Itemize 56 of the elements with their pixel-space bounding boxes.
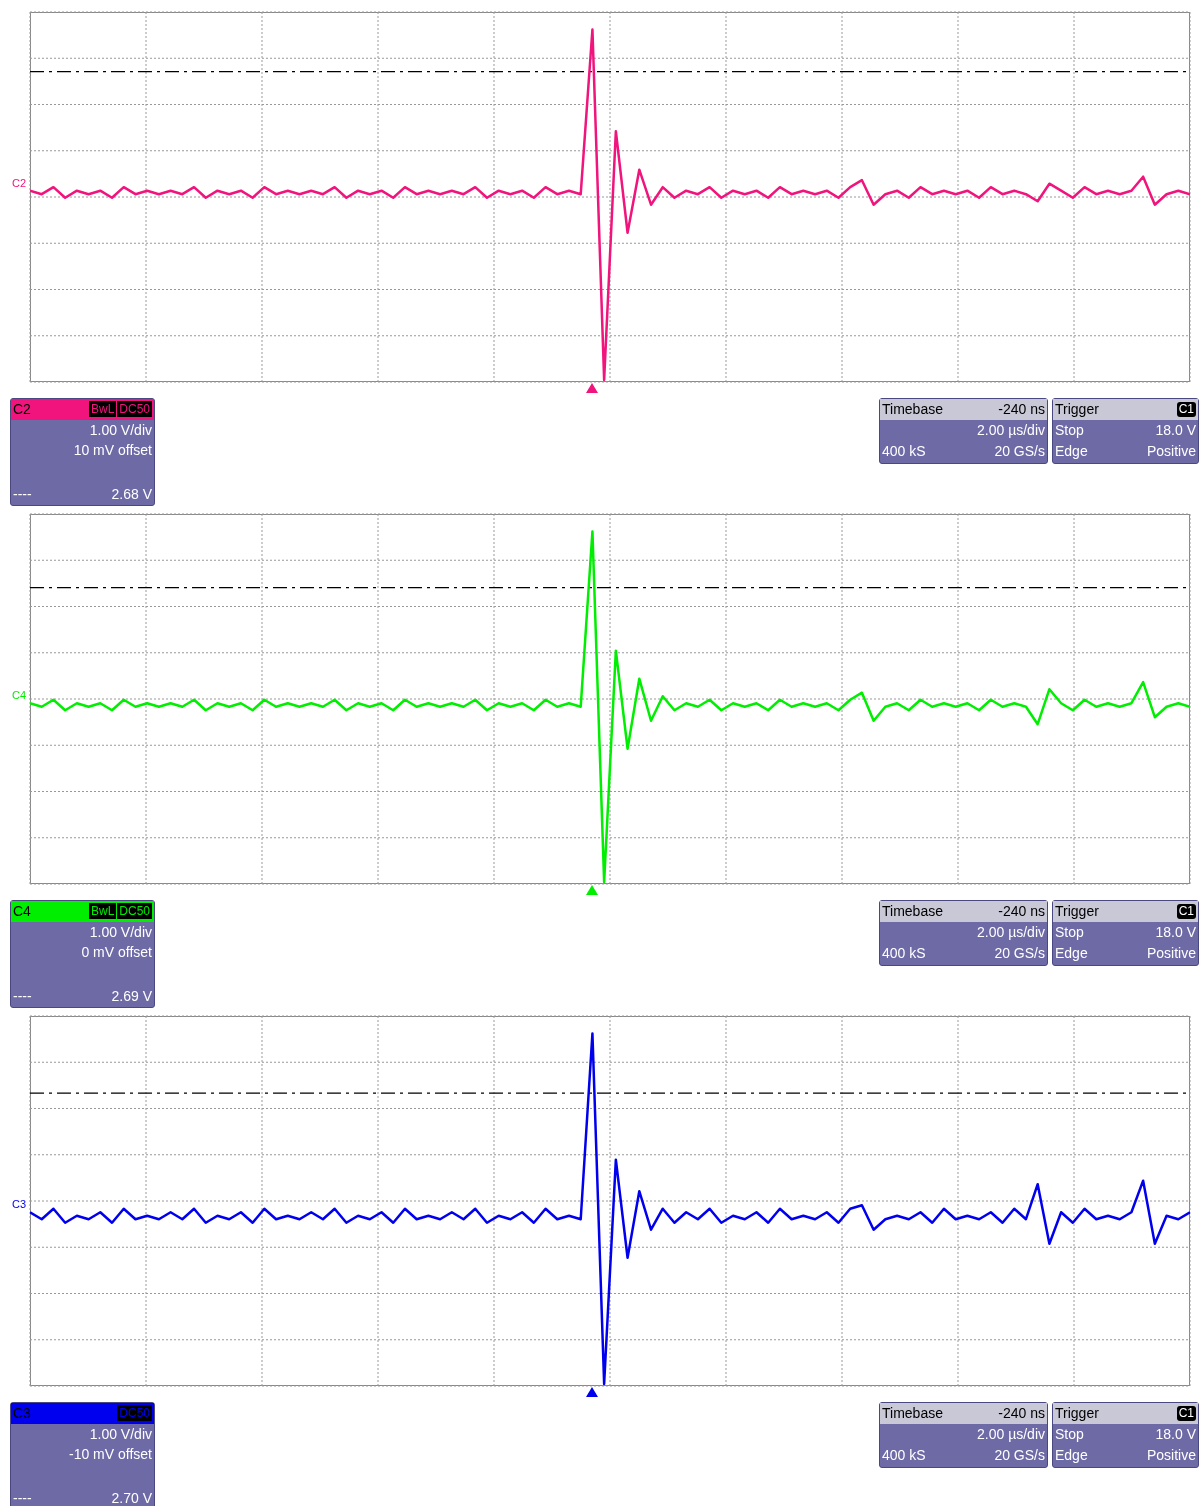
text: ---- [13,1489,32,1506]
text: -10 mV offset [68,1445,153,1464]
text: DC50 [117,401,152,417]
text: 20 GS/s [994,1446,1045,1465]
text: -240 ns [998,400,1045,419]
text: DC50 [117,903,152,919]
series-label: C4 [11,689,26,702]
text: 400 kS [882,442,926,461]
text: 1.00 V/div [88,421,153,440]
text: 1.00 V/div [88,1425,153,1444]
text: 2.69 V [111,987,152,1006]
text: 20 GS/s [994,944,1045,963]
text: 0 mV offset [80,943,153,962]
text: Stop [1055,1425,1084,1444]
text: BwL [88,401,117,417]
text: Trigger [1055,1404,1099,1423]
text: 18.0 V [1155,1425,1196,1444]
text: BwL [88,903,117,919]
text: 400 kS [882,944,926,963]
text: -240 ns [998,902,1045,921]
text: 18.0 V [1155,421,1196,440]
text: Trigger [1055,400,1099,419]
text: 18.0 V [1155,923,1196,942]
text: Timebase [882,400,943,419]
text: Positive [1146,944,1196,963]
series-label: C2 [11,176,26,189]
text: 2.00 µs/div [977,1425,1045,1444]
text: C1 [1176,402,1196,417]
text: 2.00 µs/div [977,421,1045,440]
text: C4 [13,902,31,921]
text: DC50 [117,1405,152,1421]
text: Edge [1055,944,1088,963]
text: 2.00 µs/div [977,923,1045,942]
text: Edge [1055,442,1088,461]
text: 20 GS/s [994,442,1045,461]
text: C2 [13,400,31,419]
text: Stop [1055,421,1084,440]
text: Positive [1146,442,1196,461]
text: 400 kS [882,1446,926,1465]
text: Timebase [882,1404,943,1423]
text: C1 [1176,1406,1196,1421]
text: Timebase [882,902,943,921]
text: C1 [1176,904,1196,919]
text: Trigger [1055,902,1099,921]
text: -240 ns [998,1404,1045,1423]
text: ---- [13,987,32,1006]
text: Stop [1055,923,1084,942]
text: Positive [1146,1446,1196,1465]
text: 2.70 V [111,1489,152,1506]
text: Edge [1055,1446,1088,1465]
series-label: C3 [11,1198,26,1211]
text: C3 [13,1404,31,1423]
text: 2.68 V [111,485,152,504]
text: 10 mV offset [72,441,153,460]
text: ---- [13,485,32,504]
text: 1.00 V/div [88,923,153,942]
